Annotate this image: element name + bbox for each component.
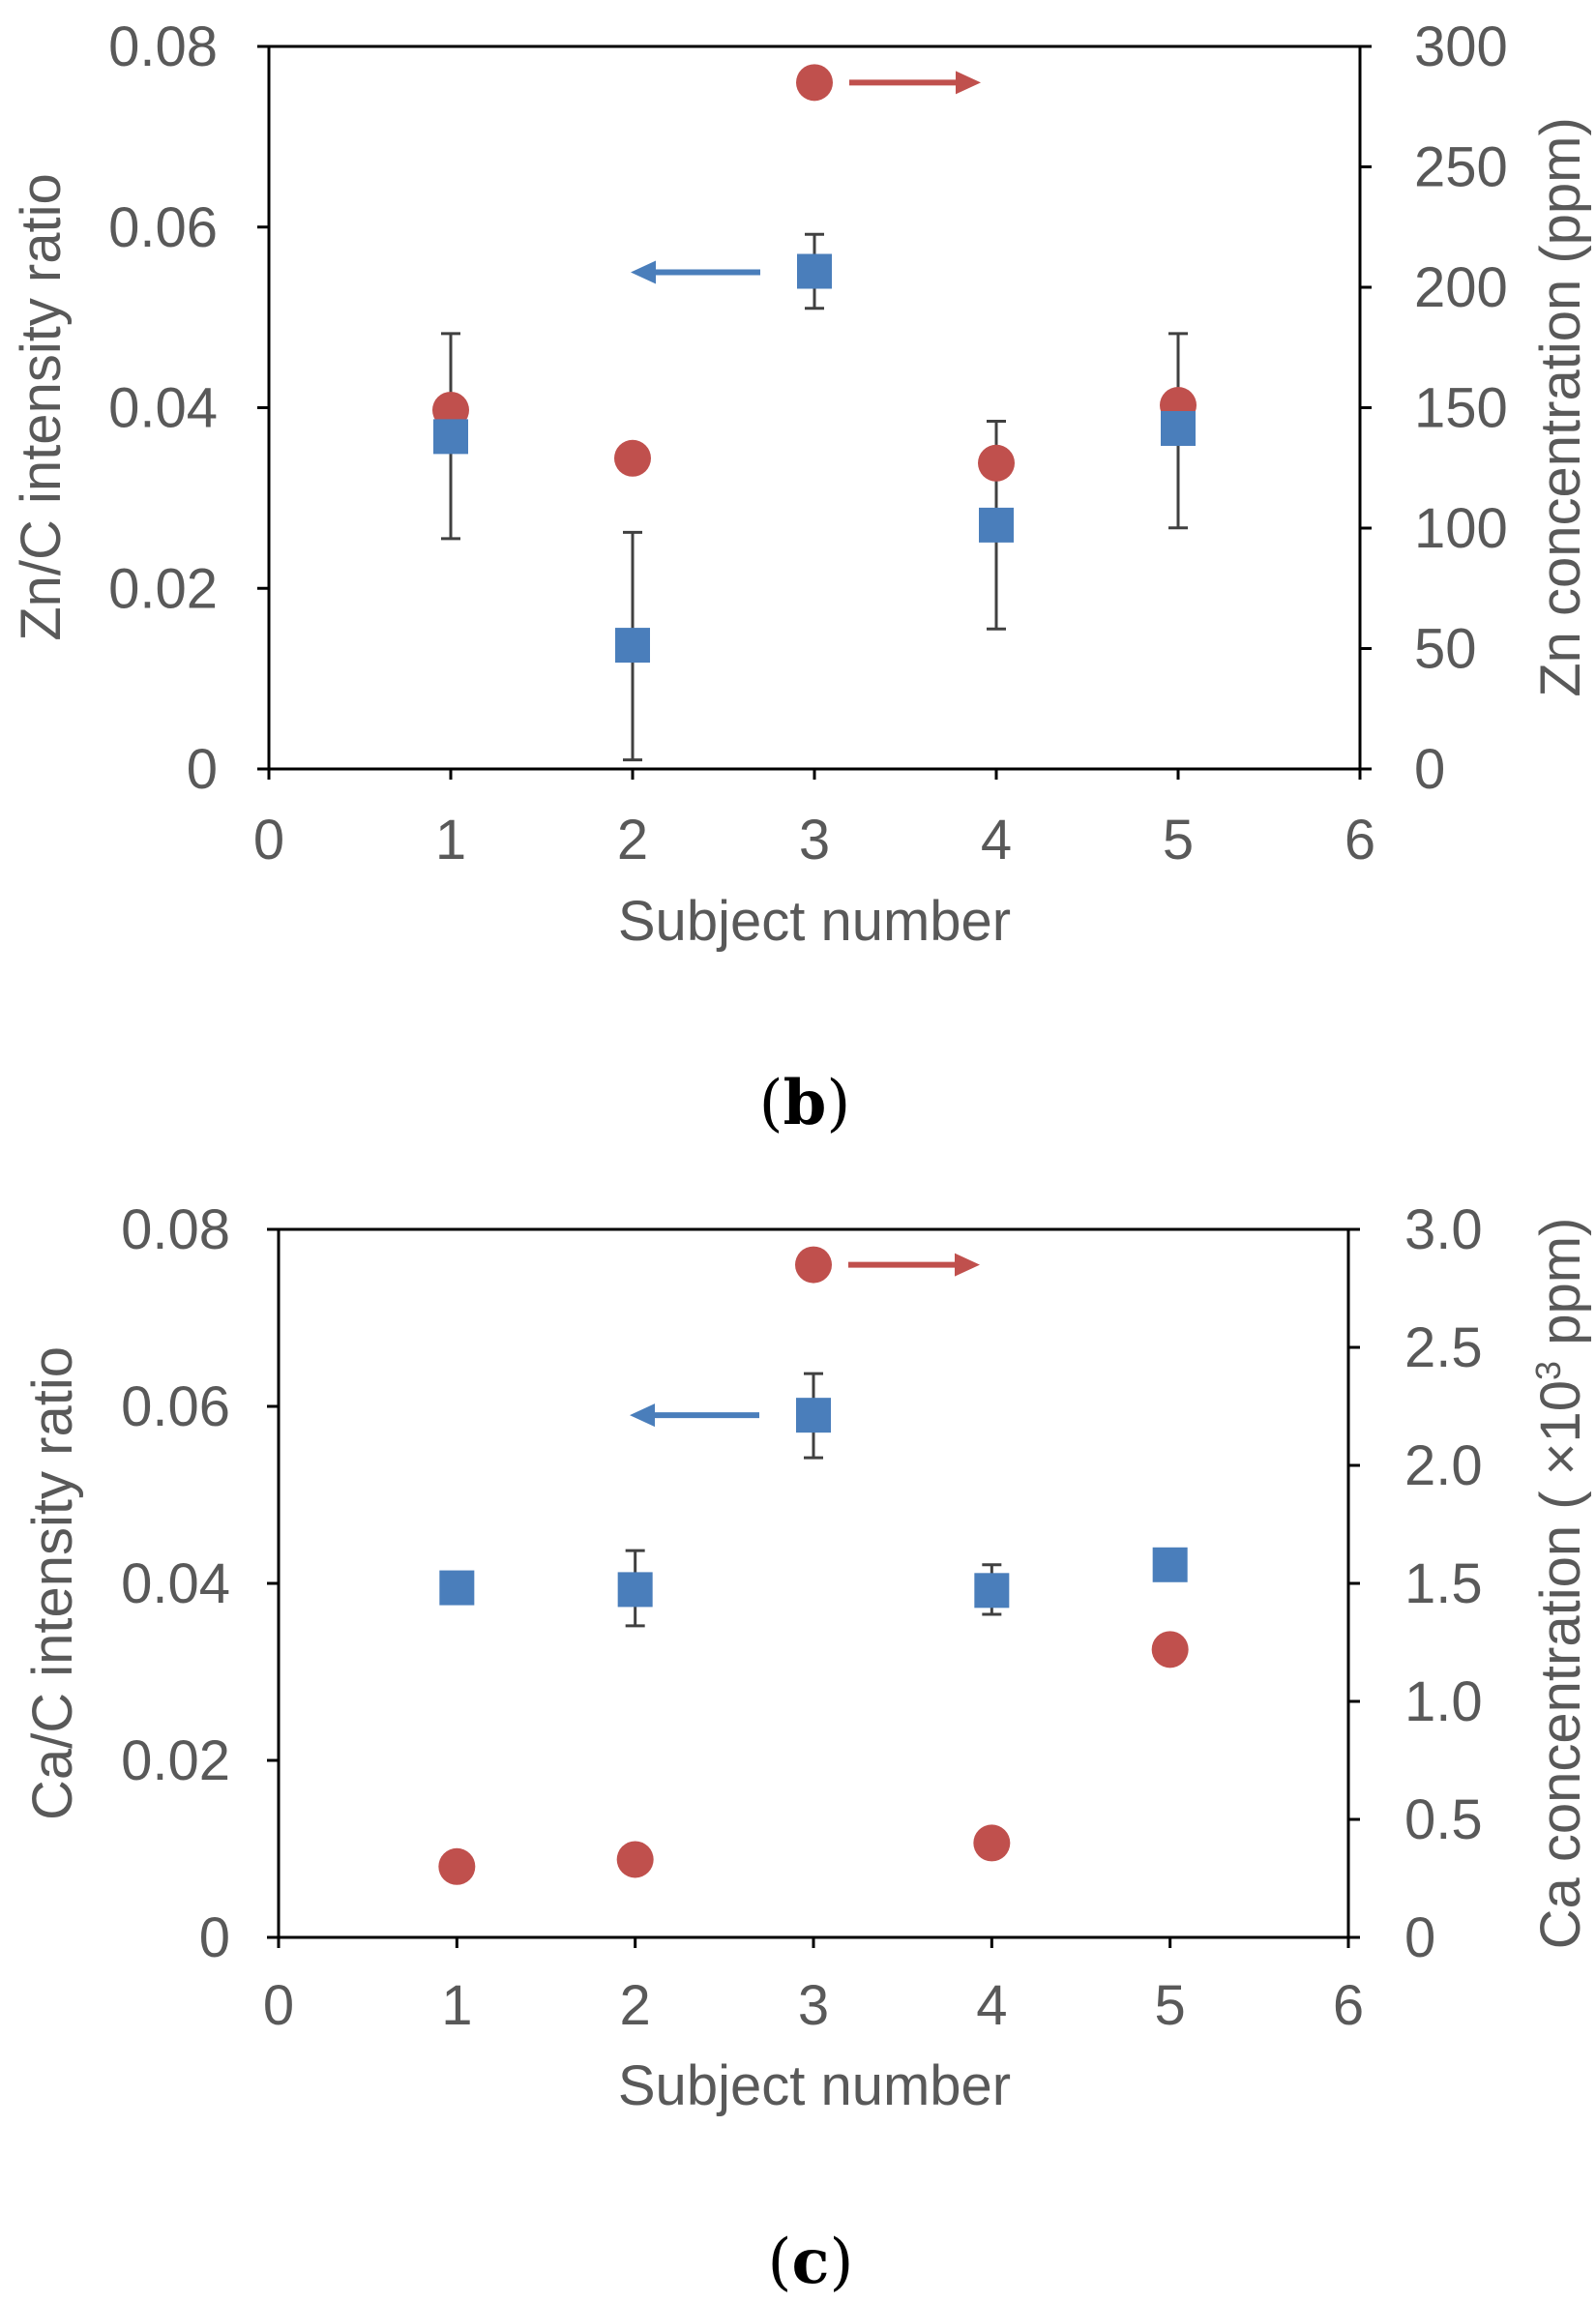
y-right-tick-label: 200: [1414, 256, 1508, 319]
data-point-circle: [1151, 1631, 1189, 1668]
y-right-tick-labels-c: 0 0.5 1.0 1.5 2.0 2.5 3.0: [1404, 1198, 1483, 1969]
x-axis-label-b: Subject number: [618, 890, 1011, 953]
y-left-tick-label: 0.04: [108, 377, 218, 440]
y-right-tick-label: 250: [1414, 136, 1508, 199]
x-tick-label: 0: [263, 1974, 294, 2037]
x-tick-label: 3: [798, 1974, 829, 2037]
data-point-square: [974, 1573, 1010, 1609]
y-left-tick-label: 0.06: [121, 1375, 230, 1438]
y-right-tick-label: 3.0: [1404, 1198, 1483, 1261]
right-arrow-head: [955, 1253, 980, 1277]
y-right-tick-label: 2.0: [1404, 1434, 1483, 1497]
caption-b: (b): [759, 1067, 851, 1139]
x-tick-label: 6: [1333, 1974, 1364, 2037]
x-tick-label: 2: [617, 809, 648, 871]
x-tick-label: 0: [253, 809, 284, 871]
y-left-tick-label: 0.02: [108, 557, 218, 620]
data-point-square: [615, 628, 650, 664]
x-tick-label: 5: [1155, 1974, 1186, 2037]
caption-c: (c): [768, 2226, 854, 2298]
axis-arrows-b: [631, 64, 981, 284]
data-point-circle: [438, 1847, 476, 1885]
y-left-axis-label-b: Zn/C intensity ratio: [10, 173, 73, 641]
y-right-tick-label: 0: [1404, 1906, 1435, 1969]
data-point-circle: [973, 1824, 1011, 1862]
y-right-tick-label: 2.5: [1404, 1316, 1483, 1379]
left-arrow-head: [631, 260, 656, 284]
left-arrow-head: [630, 1403, 655, 1428]
data-point-square: [617, 1572, 653, 1608]
right-arrow-head: [956, 71, 981, 95]
y-right-tick-label: 150: [1414, 377, 1508, 440]
y-right-label-c-end: ppm): [1529, 1218, 1592, 1361]
x-tick-label: 6: [1345, 809, 1375, 871]
data-point-circle: [616, 1841, 654, 1878]
y-right-tick-label: 1.0: [1404, 1670, 1483, 1733]
y-left-tick-label: 0.04: [121, 1552, 230, 1615]
y-right-tick-labels-b: 0 50 100 150 200 250 300: [1414, 15, 1508, 801]
axis-arrows-c: [630, 1246, 980, 1428]
panel-b-zn-chart: 0 1 2 3 4 5 6 0 0.02 0.04 0.06 0.08 0 50 100 150 200 25…: [10, 15, 1592, 1139]
x-tick-label: 1: [441, 1974, 472, 2037]
y-left-tick-label: 0.08: [121, 1198, 230, 1261]
legend-circle-marker: [795, 1246, 832, 1284]
y-left-tick-label: 0.06: [108, 196, 218, 259]
tick-marks-b: [257, 44, 1372, 780]
data-point-circle: [614, 439, 651, 477]
x-tick-labels-c: 0 1 2 3 4 5 6: [263, 1974, 1364, 2037]
panel-c-ca-chart: 0 1 2 3 4 5 6 0 0.02 0.04 0.06 0.08 0 0.5 1.0 1.5 2.0 2…: [21, 1198, 1592, 2298]
y-left-tick-label: 0: [199, 1906, 230, 1969]
y-left-tick-label: 0: [187, 738, 218, 801]
data-point-square: [1161, 410, 1196, 446]
y-right-tick-label: 100: [1414, 497, 1508, 560]
x-tick-label: 1: [435, 809, 466, 871]
y-right-axis-label-b: Zn concentration (ppm): [1529, 117, 1592, 697]
data-point-square: [1152, 1547, 1188, 1582]
y-left-tick-label: 0.08: [108, 15, 218, 78]
caption-c-letter: c: [792, 2226, 830, 2298]
y-right-tick-label: 300: [1414, 15, 1508, 78]
y-left-tick-label: 0.02: [121, 1729, 230, 1792]
y-left-tick-labels-b: 0 0.02 0.04 0.06 0.08: [108, 15, 218, 801]
y-right-label-c-sup: 3: [1528, 1361, 1568, 1380]
x-tick-label: 3: [799, 809, 830, 871]
data-point-circle: [978, 444, 1015, 482]
y-right-tick-label: 1.5: [1404, 1552, 1483, 1615]
data-marks-c: [438, 1398, 1189, 1885]
x-tick-label: 4: [981, 809, 1012, 871]
x-tick-label: 4: [976, 1974, 1007, 2037]
error-bars-b: [441, 232, 1188, 762]
y-right-tick-label: 50: [1414, 618, 1477, 681]
data-marks-b: [432, 253, 1197, 664]
data-point-square: [439, 1570, 475, 1606]
tick-marks-c: [267, 1227, 1360, 1948]
y-right-tick-label: 0.5: [1404, 1788, 1483, 1851]
data-point-square: [979, 507, 1014, 543]
data-point-square: [797, 253, 832, 289]
legend-circle-marker: [796, 64, 833, 102]
plot-area-c: [277, 1227, 1350, 1939]
x-axis-label-c: Subject number: [618, 2054, 1011, 2117]
y-right-tick-label: 0: [1414, 738, 1445, 801]
y-right-label-c-main: Ca concentration ( ×10: [1529, 1380, 1592, 1949]
x-tick-labels-b: 0 1 2 3 4 5 6: [253, 809, 1375, 871]
y-left-tick-labels-c: 0 0.02 0.04 0.06 0.08: [121, 1198, 230, 1969]
data-point-square: [433, 419, 468, 455]
x-tick-label: 2: [620, 1974, 651, 2037]
caption-b-letter: b: [783, 1067, 827, 1139]
data-point-square: [796, 1398, 831, 1433]
y-left-axis-label-c: Ca/C intensity ratio: [21, 1346, 84, 1820]
y-right-axis-label-c: Ca concentration ( ×103 ppm): [1528, 1218, 1592, 1950]
x-tick-label: 5: [1163, 809, 1194, 871]
